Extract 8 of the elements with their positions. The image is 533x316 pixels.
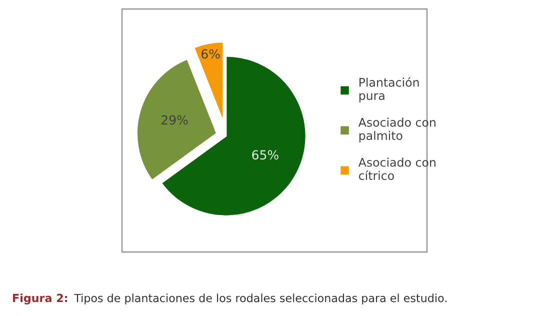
text: Tipos de plantaciones de los rodales seleccionadas para el estudio. bbox=[74, 294, 446, 304]
legend-label: Asociado con palmito bbox=[358, 118, 436, 142]
data-label: 6% bbox=[202, 49, 220, 59]
data-label: 29% bbox=[162, 115, 188, 125]
legend-label: Asociado con cítrico bbox=[358, 158, 436, 180]
legend-label: Plantación pura bbox=[359, 77, 419, 102]
data-label: 65% bbox=[252, 150, 278, 160]
text: Figura 2: bbox=[13, 294, 68, 304]
